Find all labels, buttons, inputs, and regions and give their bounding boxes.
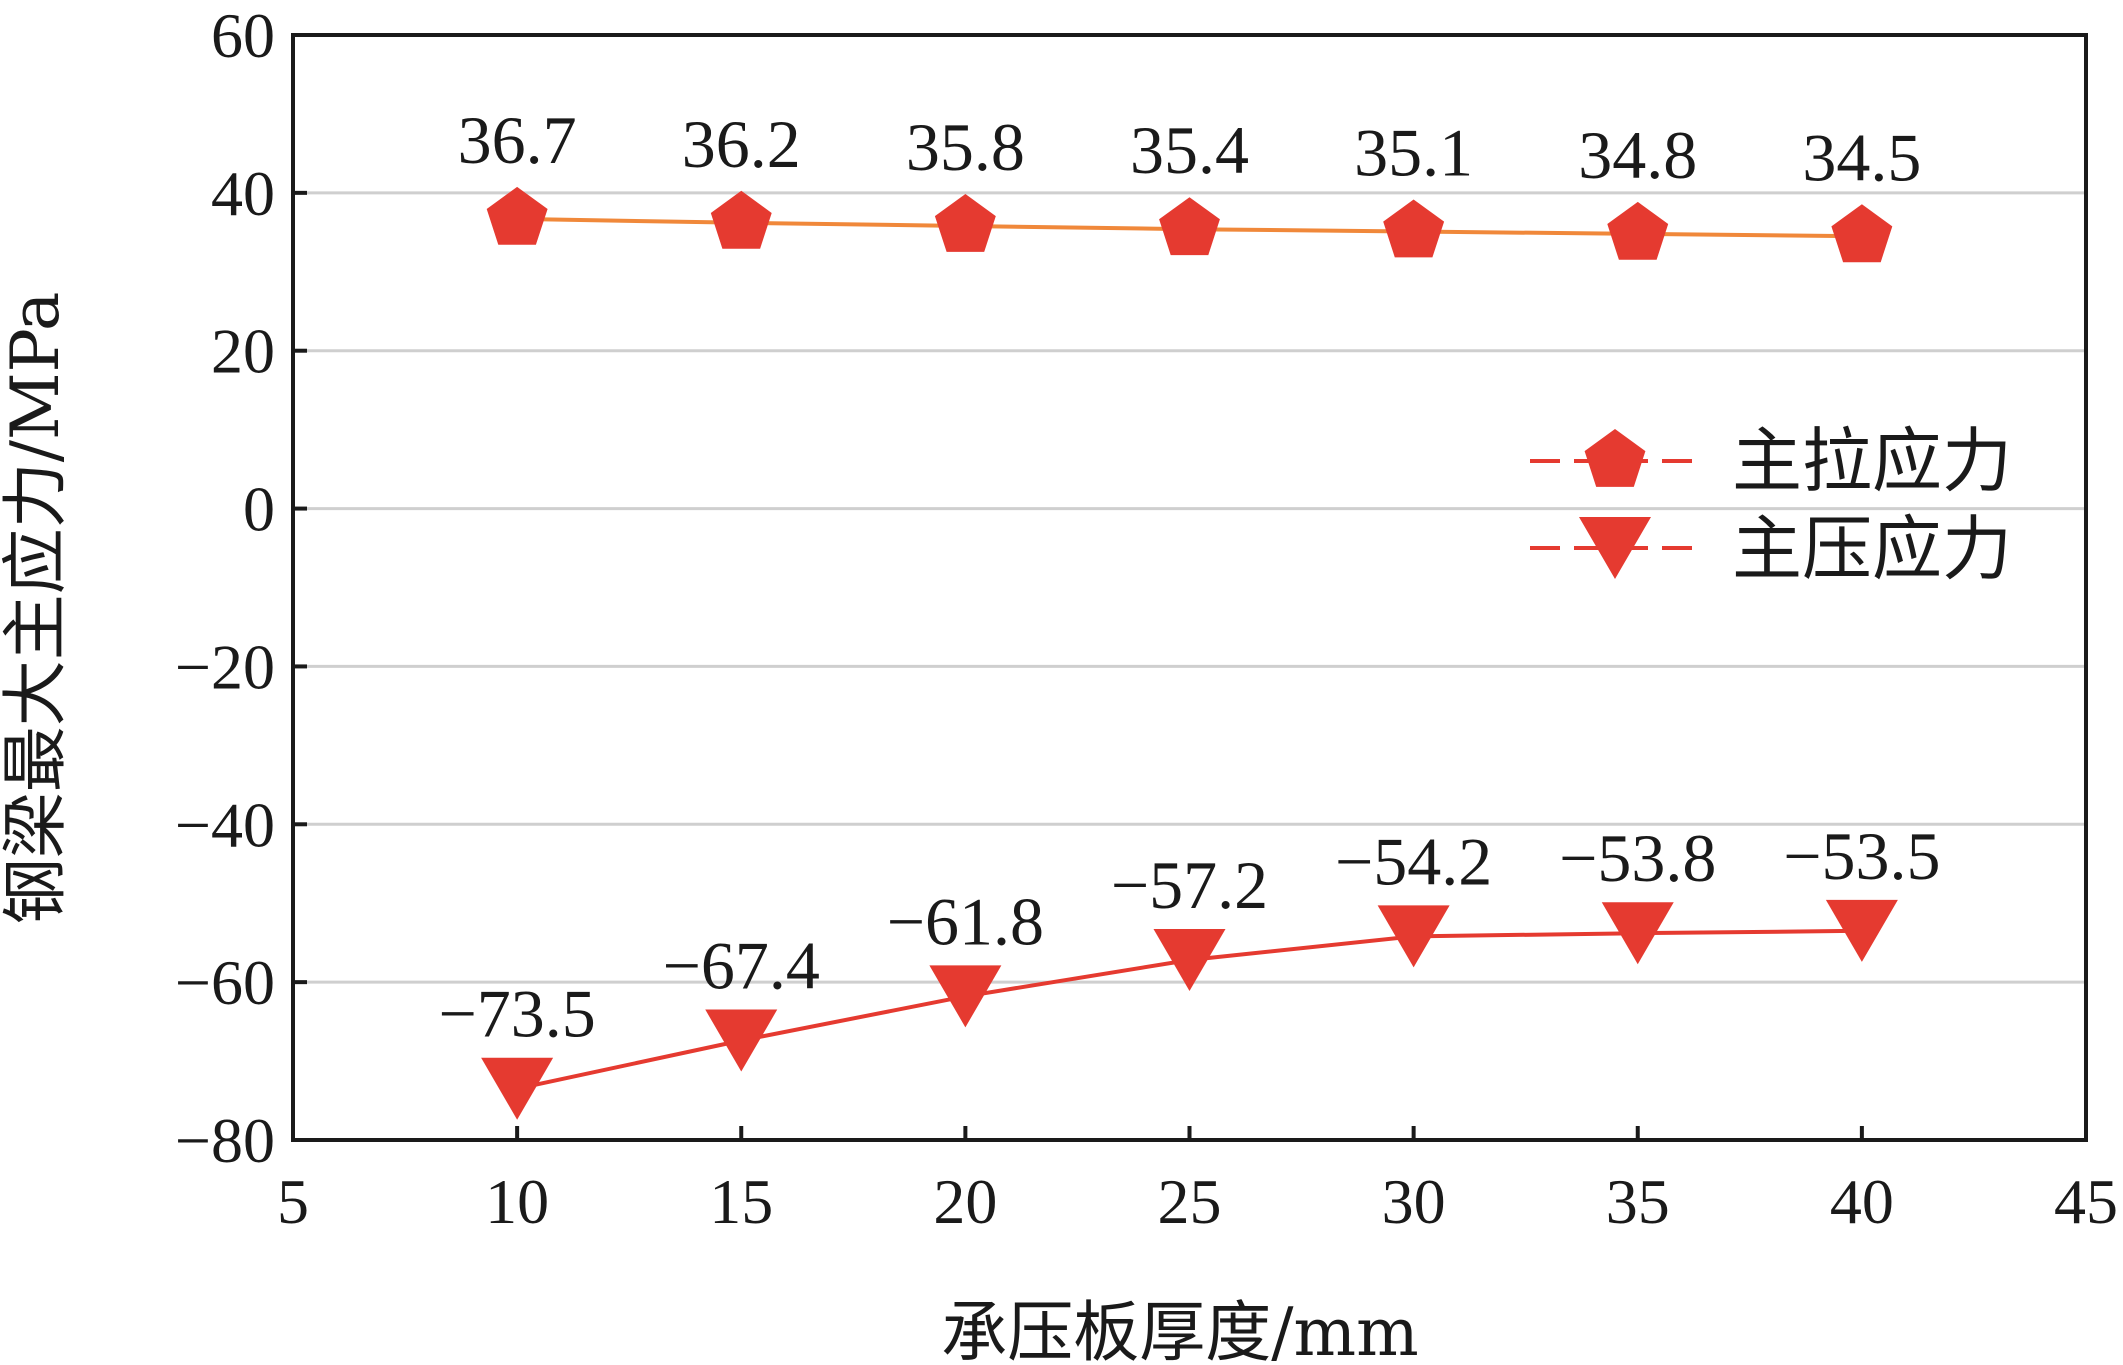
tick-layer: 60 40 20 0 −20 −40 −60 −805 10 15 20 25 30 35 40 45 (175, 0, 2118, 1237)
data-label: 36.7 (458, 102, 577, 178)
y-tick-label: 40 (211, 158, 275, 229)
data-point-marker (1159, 197, 1220, 256)
x-tick-label: 35 (1606, 1166, 1670, 1237)
data-label: −67.4 (663, 928, 820, 1004)
data-label: 36.2 (682, 106, 801, 182)
x-tick-label: 40 (1830, 1166, 1894, 1237)
legend-triangle-marker (1579, 517, 1651, 579)
y-tick-label: −60 (175, 947, 275, 1018)
data-point-marker (1825, 899, 1898, 962)
data-point-marker (1607, 201, 1669, 260)
y-tick-label: 0 (243, 474, 275, 545)
data-point-marker (1601, 902, 1674, 965)
x-tick-label: 5 (277, 1166, 309, 1237)
label-layer: 36.7 36.2 35.8 35.4 35.1 34.8 34.5 −73.5 −67.4 −6… (438, 102, 1940, 1052)
data-label: −53.8 (1559, 820, 1716, 896)
x-tick-label: 20 (933, 1166, 997, 1237)
x-tick-label: 15 (709, 1166, 773, 1237)
data-label: −57.2 (1111, 847, 1268, 923)
data-point-marker (934, 194, 996, 252)
y-tick-label: −40 (175, 789, 275, 860)
data-point-marker (710, 190, 772, 249)
plot-frame (291, 33, 2088, 1142)
data-point-marker (1383, 199, 1445, 258)
marker-layer (481, 186, 1898, 1120)
legend-pentagon-marker (1584, 429, 1646, 487)
data-label: −61.8 (887, 883, 1044, 959)
y-tick-label: 60 (211, 0, 275, 71)
x-tick-label: 25 (1158, 1166, 1222, 1237)
legend: 主拉应力 主压应力 (1530, 420, 2012, 590)
y-axis-title: 钢梁最大主应力/MPa (0, 292, 74, 925)
legend-item-compression: 主压应力 (1530, 508, 2012, 590)
legend-label-compression: 主压应力 (1732, 508, 2012, 590)
data-point-marker (1831, 204, 1893, 263)
data-label: −53.5 (1783, 818, 1940, 894)
x-axis-title: 承压板厚度/mm (941, 1294, 1418, 1365)
data-label: 34.8 (1578, 117, 1697, 193)
data-point-marker (481, 1057, 554, 1120)
data-label: −73.5 (438, 976, 595, 1052)
legend-item-tension: 主拉应力 (1530, 420, 2012, 502)
data-point-marker (929, 965, 1002, 1028)
data-label: 35.4 (1130, 112, 1249, 188)
y-tick-label: −20 (175, 631, 275, 702)
data-point-marker (1153, 929, 1226, 992)
data-label: 35.1 (1354, 115, 1473, 191)
legend-label-tension: 主拉应力 (1732, 420, 2012, 502)
data-label: 34.5 (1802, 119, 1921, 195)
data-label: −54.2 (1335, 823, 1492, 899)
data-point-marker (1377, 905, 1450, 968)
x-tick-label: 30 (1382, 1166, 1446, 1237)
legend-marker-shape (1584, 429, 1646, 487)
data-point-marker (705, 1009, 778, 1072)
data-point-marker (486, 186, 548, 245)
y-tick-label: 20 (211, 316, 275, 387)
x-tick-label: 45 (2054, 1166, 2118, 1237)
y-tick-label: −80 (175, 1105, 275, 1176)
x-tick-label: 10 (485, 1166, 549, 1237)
legend-marker-shape (1579, 517, 1651, 579)
data-label: 35.8 (906, 109, 1025, 185)
